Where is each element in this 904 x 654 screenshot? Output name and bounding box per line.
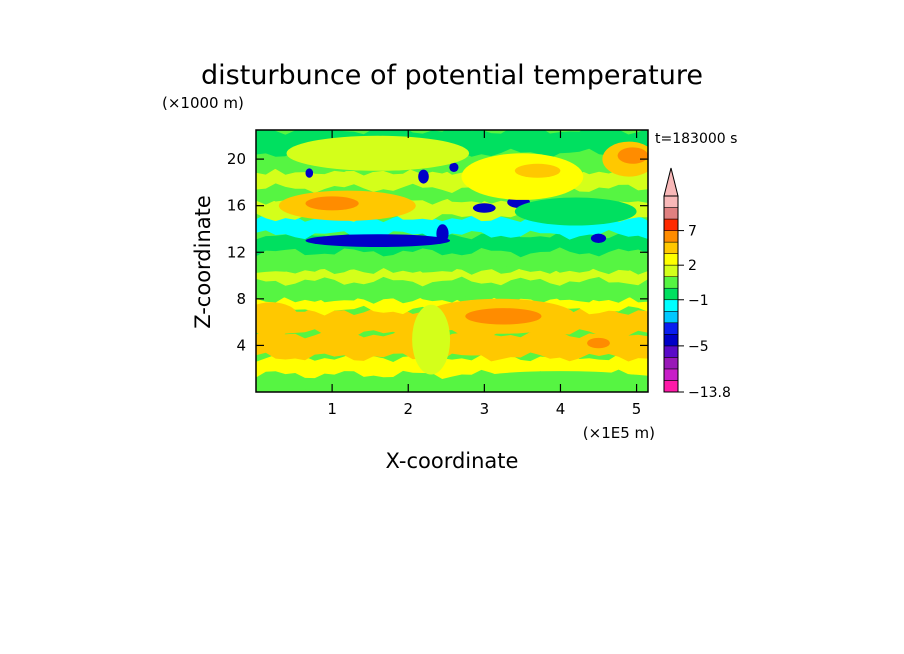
contour-feature <box>587 337 610 349</box>
contour-feature <box>469 371 648 390</box>
contour-band <box>256 183 648 205</box>
contour-band <box>256 276 648 304</box>
contour-feature <box>305 168 314 178</box>
colorbar-label: 2 <box>688 258 697 274</box>
contour-feature <box>617 147 648 164</box>
colorbar-frame <box>663 195 679 393</box>
contour-feature <box>412 304 451 375</box>
contour-feature <box>461 153 584 200</box>
colorbar-label: 7 <box>688 224 697 240</box>
colorbar-segment <box>663 276 679 289</box>
colorbar-segment <box>663 207 679 220</box>
colorbar-segment <box>663 241 679 254</box>
contour-features <box>256 135 648 390</box>
contour-feature <box>465 308 542 325</box>
time-label: t=183000 s <box>655 131 737 147</box>
plot-frame <box>255 129 649 393</box>
colorbar-segment <box>663 380 679 393</box>
contour-feature <box>436 224 449 243</box>
x-tick-label: 2 <box>403 400 413 418</box>
x-tick-label: 5 <box>632 400 642 418</box>
colorbar-segment <box>663 322 679 335</box>
colorbar-segment <box>663 287 679 300</box>
contour-feature <box>256 302 298 331</box>
x-unit-label: (×1E5 m) <box>583 424 655 442</box>
colorbar-segment <box>663 195 679 208</box>
y-tick-label: 16 <box>227 197 246 215</box>
contour-feature <box>472 203 496 213</box>
contour-band <box>256 247 648 275</box>
colorbar-segment <box>663 299 679 312</box>
colorbar-segment <box>663 311 679 324</box>
colorbar-extend-arrow <box>663 167 679 197</box>
contour-feature <box>286 135 470 171</box>
y-tick-label: 12 <box>227 243 246 261</box>
y-unit-label: (×1000 m) <box>162 94 244 112</box>
y-axis-label: Z-coordinate <box>191 195 215 329</box>
x-tick-label: 3 <box>480 400 490 418</box>
x-axis: 1 2 3 4 5 <box>327 130 641 418</box>
colorbar-segment <box>663 357 679 370</box>
colorbar-segment <box>663 218 679 231</box>
colorbar-segment <box>663 368 679 381</box>
colorbar: 7 2 −1 −5 −13.8 <box>663 167 731 401</box>
contour-feature <box>449 162 459 172</box>
contour-feature <box>514 197 637 226</box>
contour-feature <box>305 196 359 211</box>
y-tick-label: 4 <box>236 336 246 354</box>
contour-feature <box>418 169 429 184</box>
x-tick-label: 4 <box>556 400 566 418</box>
y-tick-label: 8 <box>236 290 246 308</box>
x-tick-label: 1 <box>327 400 337 418</box>
x-axis-label: X-coordinate <box>386 449 519 473</box>
colorbar-segment <box>663 345 679 358</box>
colorbar-segment <box>663 253 679 266</box>
contour-feature <box>590 233 607 243</box>
y-axis: 4 8 12 16 20 <box>227 150 648 354</box>
contour-feature <box>514 163 561 178</box>
y-tick-label: 20 <box>227 150 246 168</box>
chart-title: disturbunce of potential temperature <box>201 60 703 91</box>
colorbar-segment <box>663 334 679 347</box>
colorbar-segment <box>663 264 679 277</box>
colorbar-label: −13.8 <box>688 385 731 401</box>
colorbar-label: −5 <box>688 339 709 355</box>
contour-feature <box>305 234 451 248</box>
plot-area <box>256 130 648 392</box>
colorbar-segment <box>663 230 679 243</box>
colorbar-label: −1 <box>688 293 709 309</box>
